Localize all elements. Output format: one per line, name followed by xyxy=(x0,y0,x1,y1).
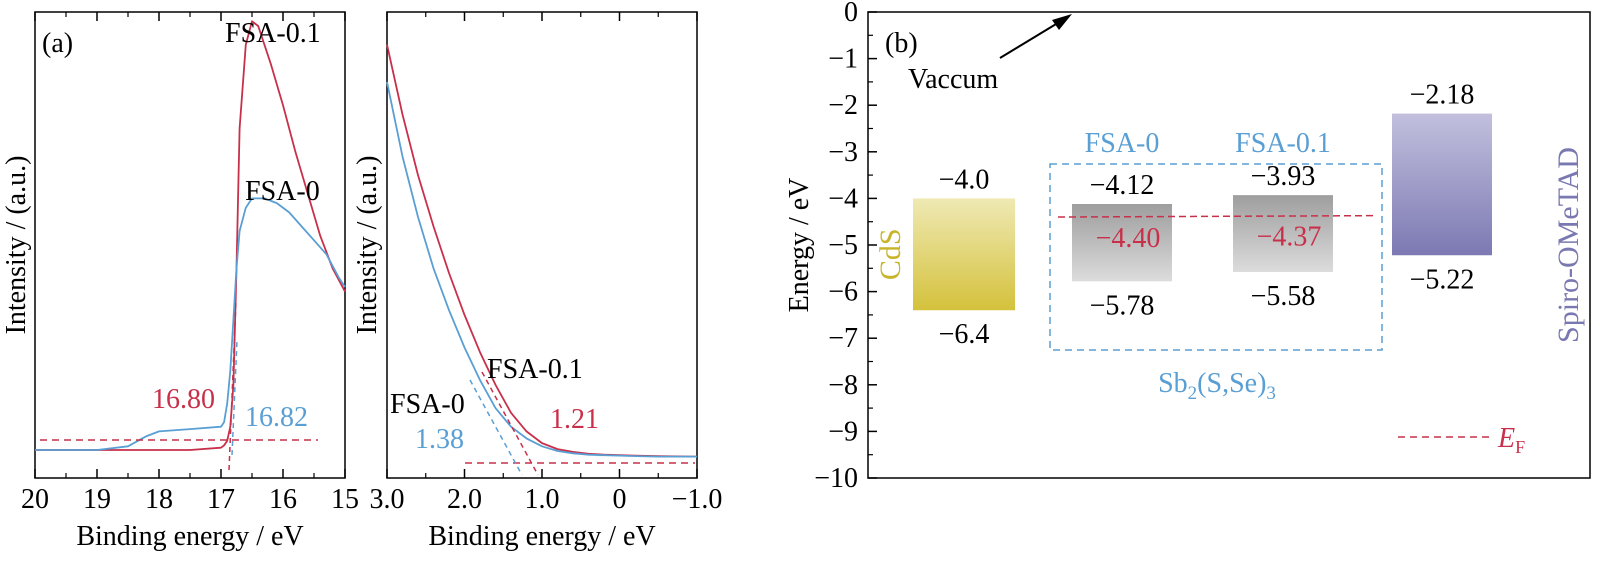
series-group xyxy=(386,44,698,458)
value-16-82: 16.82 xyxy=(245,402,308,433)
band-bottom-label: −5.22 xyxy=(1410,264,1475,295)
vacuum-arrowhead xyxy=(1052,14,1072,30)
band-bottom-label: −5.78 xyxy=(1090,290,1155,321)
band-bottom-label: −5.58 xyxy=(1251,281,1316,312)
label-fsa0: FSA-0 xyxy=(390,389,465,420)
x-axis: 20 19 18 17 16 15 xyxy=(21,12,359,515)
y-tick-label: −6 xyxy=(828,277,858,308)
band-name-fsa-01: FSA-0.1 xyxy=(1235,128,1331,159)
group-label-sub: 2 xyxy=(1188,383,1198,404)
band-fsa-01 xyxy=(1233,195,1333,273)
panel-b: 0−1−2−3−4−5−6−7−8−9−10 −4.0−6.4CdS−4.12−… xyxy=(784,0,1591,494)
group-label-rest: (S,Se) xyxy=(1197,368,1266,399)
y-tick-label: −8 xyxy=(828,370,858,401)
panel-label-a: (a) xyxy=(42,28,73,59)
x-tick-label: 1.0 xyxy=(525,484,560,515)
ef-legend-label: EF xyxy=(1497,423,1525,457)
x-axis: 3.0 2.0 1.0 0 −1.0 xyxy=(370,12,723,515)
band-top-label: −2.18 xyxy=(1410,80,1475,111)
group-label-sub2: 3 xyxy=(1266,383,1276,404)
y-tick-label: 0 xyxy=(844,0,858,28)
legend-label-main: E xyxy=(1497,423,1515,454)
fermi-level-label: −4.40 xyxy=(1096,223,1161,254)
tangent-dash-fsa0 xyxy=(469,379,523,476)
y-tick-label: −3 xyxy=(828,137,858,168)
panel-a-right: 3.0 2.0 1.0 0 −1.0 FSA-0.1 FSA-0 1.38 1.21 B… xyxy=(352,11,723,552)
y-tick-label: −7 xyxy=(828,323,858,354)
y-tick-label: −4 xyxy=(828,183,858,214)
edge-dash-fsa0 xyxy=(231,339,238,456)
fermi-level-line xyxy=(1057,214,1376,218)
y-tick-label: −9 xyxy=(828,416,858,447)
band-fsa-0 xyxy=(1072,203,1172,282)
band-name-fsa-0: FSA-0 xyxy=(1085,128,1160,159)
tangent-dash-fsa01 xyxy=(481,371,539,476)
group-label-main: Sb xyxy=(1158,368,1188,399)
x-axis-label: Binding energy / eV xyxy=(76,521,303,552)
value-1-21: 1.21 xyxy=(550,404,599,435)
vacuum-arrow xyxy=(999,17,1067,59)
fermi-level-label: −4.37 xyxy=(1257,222,1322,253)
x-tick-label: 19 xyxy=(83,484,111,515)
series-group xyxy=(35,20,346,451)
series-line-fsa-01 xyxy=(35,20,346,451)
sbs-group-box xyxy=(1049,163,1383,351)
y-tick-label: −5 xyxy=(828,230,858,261)
y-tick-label: −1 xyxy=(828,44,858,75)
edge-dash-fsa01 xyxy=(228,299,237,471)
label-fsa0: FSA-0 xyxy=(245,176,320,207)
bars-group: −4.0 −6.4 CdS −4.12 −5.78 −4.40 FSA-0 −3.93 −5.5… xyxy=(874,80,1585,351)
label-fsa01: FSA-0.1 xyxy=(225,18,321,49)
x-tick-label: 16 xyxy=(269,484,297,515)
x-tick-label: 17 xyxy=(207,484,235,515)
panel-a-left: 20 19 18 17 16 15 (a) FSA-0.1 FSA-0 16.80 16.… xyxy=(1,11,359,552)
x-tick-label: 2.0 xyxy=(447,484,482,515)
band-name-spiro: Spiro-OMeTAD xyxy=(1552,147,1585,343)
band-name-cds: CdS xyxy=(874,228,907,280)
band-top-label: −3.93 xyxy=(1251,161,1316,192)
band-cds xyxy=(913,198,1015,311)
band-bottom-label: −6.4 xyxy=(939,319,990,350)
value-1-38: 1.38 xyxy=(415,424,464,455)
band-spiro-ometad xyxy=(1392,113,1492,256)
y-axis-label: Intensity / (a.u.) xyxy=(352,156,383,335)
x-tick-label: 0 xyxy=(613,484,627,515)
band-top-label: −4.12 xyxy=(1090,170,1155,201)
panel-label-b: (b) xyxy=(885,28,918,59)
sbs-group-label: Sb2(S,Se)3 xyxy=(1158,368,1276,404)
series-line-fsa-0 xyxy=(386,81,697,458)
x-tick-label: 18 xyxy=(145,484,173,515)
y-tick-label: −10 xyxy=(814,463,858,494)
vacuum-label: Vaccum xyxy=(908,64,998,95)
value-16-80: 16.80 xyxy=(152,384,215,415)
legend-label-sub: F xyxy=(1515,437,1525,457)
label-fsa01: FSA-0.1 xyxy=(487,354,583,385)
band-top-label: −4.0 xyxy=(939,164,990,195)
x-tick-label: −1.0 xyxy=(672,484,723,515)
x-axis-label: Binding energy / eV xyxy=(428,521,655,552)
y-tick-label: −2 xyxy=(828,90,858,121)
x-tick-label: 15 xyxy=(331,484,359,515)
y-axis-label: Intensity / (a.u.) xyxy=(1,156,32,335)
y-axis: 0 −1 −2 −3 −4 −5 −6 −7 −8 −9 −10 xyxy=(814,0,877,494)
x-tick-label: 3.0 xyxy=(370,484,405,515)
series-line-fsa-0 xyxy=(35,197,346,451)
x-tick-label: 20 xyxy=(21,484,49,515)
y-axis-label: Energy / eV xyxy=(784,178,815,313)
